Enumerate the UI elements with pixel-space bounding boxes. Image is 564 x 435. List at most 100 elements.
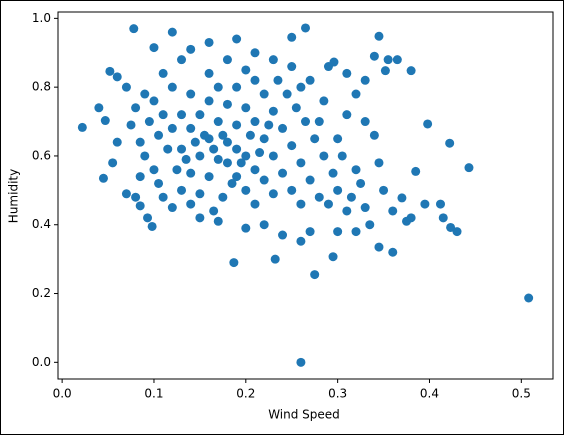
x-tick-label: 0.2 [236,387,255,401]
y-tick-label: 0.6 [32,148,51,162]
point [172,165,182,175]
point [369,130,379,140]
point [229,258,239,268]
point [213,216,223,226]
point [181,154,191,164]
point [360,203,370,213]
point [346,192,356,202]
point [282,89,292,99]
point [337,151,347,161]
point [314,117,324,127]
point [524,293,534,303]
point [268,106,278,116]
point [143,213,153,223]
point [195,151,205,161]
point [241,223,251,233]
point [195,110,205,120]
point [369,51,379,61]
point [268,189,278,199]
point [259,220,269,230]
point [149,165,159,175]
point [135,201,145,211]
point [131,192,141,202]
point [291,103,301,113]
point [329,57,339,67]
point [296,236,306,246]
point [250,48,260,58]
point [420,199,430,209]
y-tick-label: 0.2 [32,286,51,300]
point [204,96,214,106]
point [149,43,159,53]
point [287,62,297,72]
point [464,163,474,173]
point [186,44,196,54]
point [255,148,265,158]
y-tick-label: 0.4 [32,217,51,231]
point [232,120,242,130]
point [135,137,145,147]
point [77,122,87,132]
point [436,199,445,209]
point [305,175,315,185]
point [186,123,196,133]
point [278,230,288,240]
y-tick-label: 0.0 [32,355,51,369]
point [342,68,352,78]
point [351,165,361,175]
point [232,34,242,44]
point [135,172,145,182]
point [177,55,187,65]
point [310,134,320,144]
point [222,158,232,168]
point [392,55,402,65]
point [342,206,352,216]
point [287,185,297,195]
point [397,193,407,203]
point [121,189,131,199]
point [167,203,177,213]
point [351,89,361,99]
point [268,55,278,65]
point [446,222,456,232]
point [273,75,283,85]
point [245,130,255,140]
point [158,68,168,78]
point [140,89,150,99]
point [250,199,260,209]
point [241,185,251,195]
point [147,221,157,231]
y-tick-label: 0.8 [32,80,51,94]
point [241,103,251,113]
point [232,172,242,182]
point [177,185,187,195]
point [94,103,104,113]
point [218,130,228,140]
point [333,227,343,237]
point [158,110,168,120]
point [310,270,320,280]
x-tick-label: 0.1 [144,387,163,401]
point [305,75,315,85]
point [232,144,242,154]
point [213,82,223,92]
point [278,168,288,178]
point [204,68,214,78]
point [250,165,260,175]
point [379,185,389,195]
x-tick-label: 0.3 [328,387,347,401]
point [356,178,366,188]
point [112,137,122,147]
point [195,213,205,223]
point [195,189,205,199]
point [305,227,315,237]
point [287,141,297,151]
point [167,27,177,37]
point [296,82,306,92]
point [126,120,136,130]
point [438,213,448,223]
point [177,144,187,154]
point [296,357,306,367]
point [333,134,343,144]
